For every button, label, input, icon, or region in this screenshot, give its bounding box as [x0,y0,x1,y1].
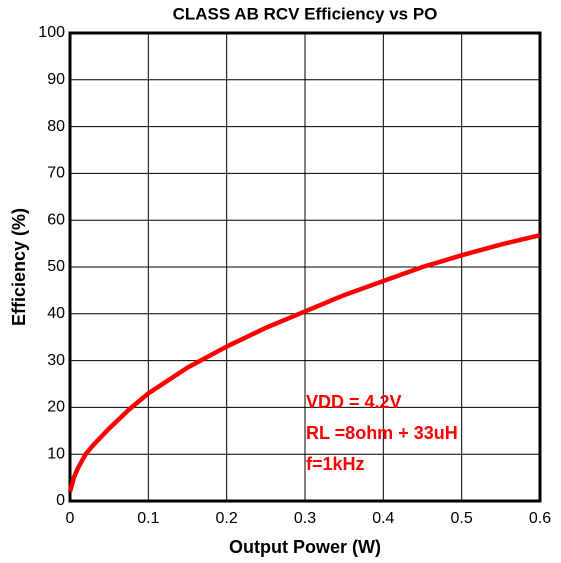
y-tick-label: 10 [47,445,65,462]
annotation: VDD = 4.2V [306,392,402,412]
x-tick-label: 0 [66,510,75,527]
x-tick-label: 0.4 [372,510,394,527]
x-axis-label: Output Power (W) [229,537,381,557]
y-tick-label: 90 [47,71,65,88]
y-tick-label: 20 [47,399,65,416]
x-tick-label: 0.6 [529,510,551,527]
x-tick-label: 0.5 [451,510,473,527]
chart-title: CLASS AB RCV Efficiency vs PO [173,4,438,23]
y-tick-label: 100 [38,24,65,41]
x-tick-label: 0.2 [216,510,238,527]
x-tick-label: 0.1 [137,510,159,527]
y-tick-label: 40 [47,305,65,322]
plot-frame [68,31,542,503]
y-tick-label: 50 [47,258,65,275]
annotation: RL =8ohm + 33uH [306,423,458,443]
y-tick-label: 0 [56,492,65,509]
y-tick-label: 80 [47,118,65,135]
y-axis-label: Efficiency (%) [9,208,29,326]
y-tick-label: 70 [47,165,65,182]
annotation: f=1kHz [306,454,365,474]
data-line [67,232,541,493]
y-tick-label: 60 [47,211,65,228]
y-tick-label: 30 [47,352,65,369]
x-tick-label: 0.3 [294,510,316,527]
